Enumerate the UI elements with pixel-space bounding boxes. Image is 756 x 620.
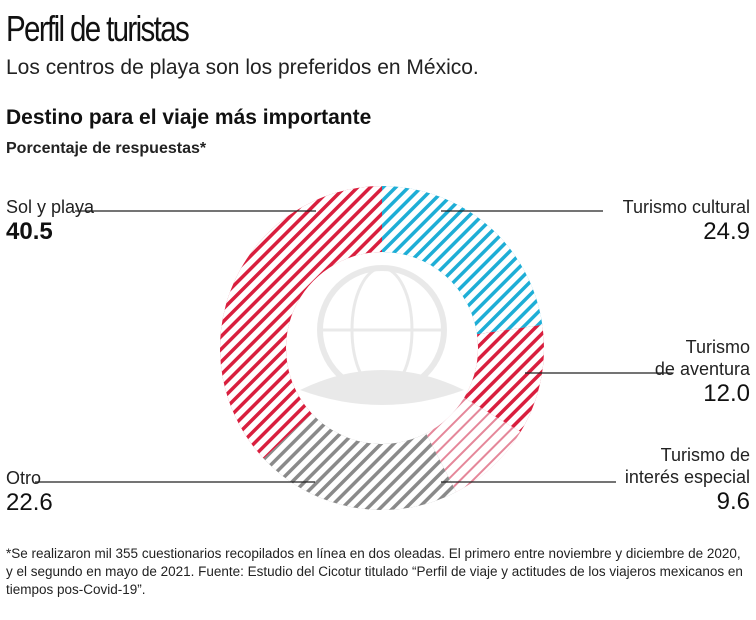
slice-turismo-de-inter-s-especial	[425, 397, 521, 493]
label-text: interés especial	[624, 467, 750, 487]
slice-stripes	[464, 324, 544, 432]
slice-otro	[263, 413, 457, 510]
label-turismo-especial: Turismo de interés especial 9.6	[625, 444, 750, 516]
label-value: 9.6	[716, 488, 750, 515]
chart-title: Destino para el viaje más importante	[6, 106, 372, 129]
slice-turismo-cultural	[382, 186, 543, 335]
slice-sol-y-playa	[219, 186, 382, 459]
label-text: Sol y playa	[6, 197, 95, 217]
slice-stripes	[263, 413, 457, 510]
label-turismo-cultural: Turismo cultural 24.9	[623, 196, 750, 246]
label-sol-y-playa: Sol y playa 40.5	[6, 196, 94, 246]
label-value: 22.6	[6, 489, 53, 516]
footnote: *Se realizaron mil 355 cuestionarios rec…	[6, 546, 743, 597]
label-value: 24.9	[703, 218, 750, 245]
page-title: Perfil de turistas	[6, 8, 190, 49]
watermark-logo	[300, 265, 464, 405]
label-value: 40.5	[6, 218, 53, 245]
label-text: de aventura	[654, 359, 750, 379]
slice-turismo-de-aventura	[464, 324, 544, 432]
slice-stripes	[382, 186, 543, 335]
chart-subtitle: Porcentaje de respuestas*	[6, 140, 207, 157]
label-text: Turismo cultural	[622, 197, 750, 217]
slice-stripes	[425, 397, 521, 493]
label-text: Turismo	[685, 337, 750, 357]
slice-stripes	[219, 186, 382, 459]
label-value: 12.0	[703, 380, 750, 407]
label-text: Otro	[6, 468, 42, 488]
label-text: Turismo de	[660, 445, 750, 465]
page-subtitle: Los centros de playa son los preferidos …	[6, 56, 479, 79]
label-otro: Otro 22.6	[6, 467, 53, 517]
label-turismo-aventura: Turismo de aventura 12.0	[655, 336, 750, 408]
